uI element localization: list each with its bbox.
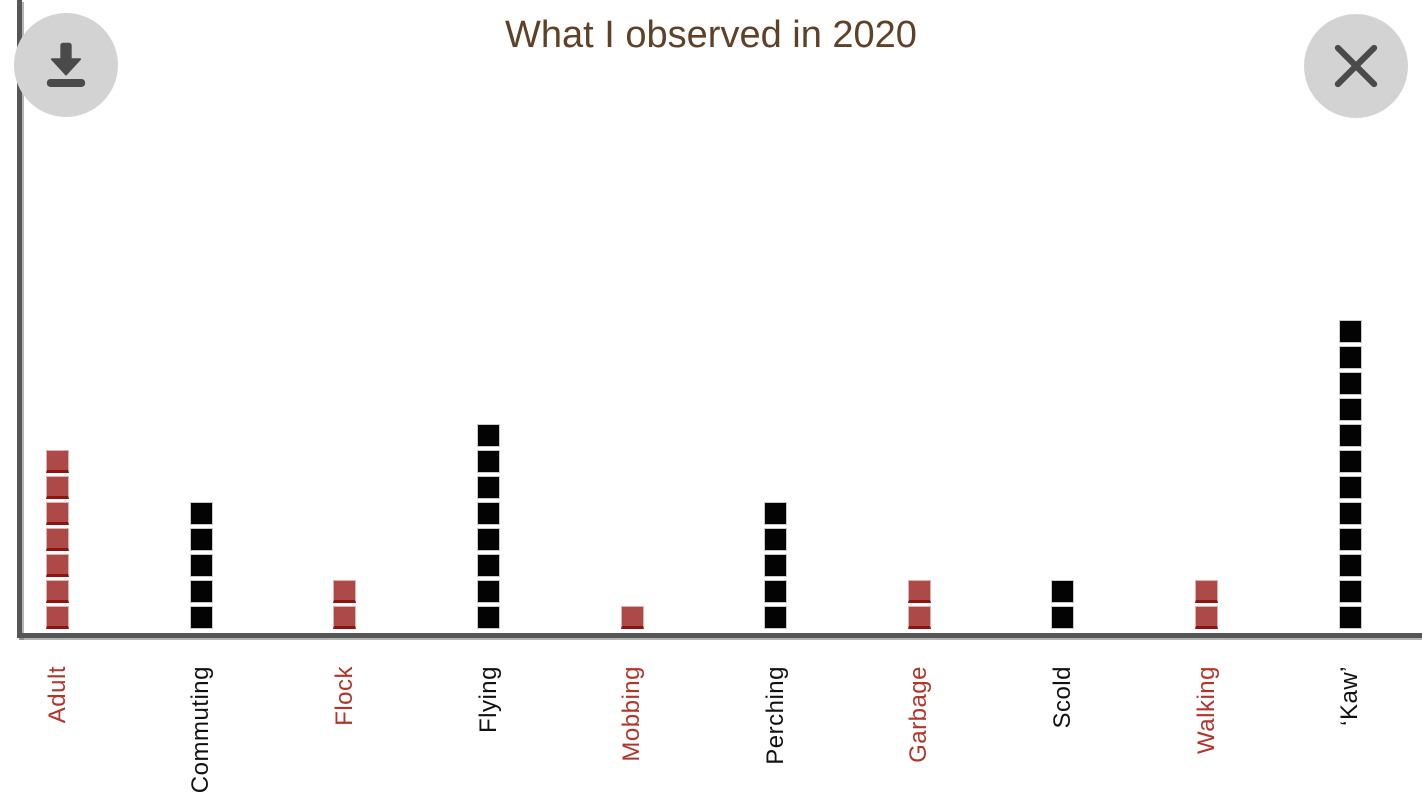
x-axis-line — [17, 633, 1422, 638]
data-block — [764, 528, 788, 551]
category-column-garbage: Garbage — [848, 0, 992, 800]
download-button[interactable] — [14, 13, 118, 117]
data-block — [46, 606, 70, 629]
block-stack-flock — [333, 0, 357, 629]
data-block — [620, 606, 644, 629]
data-block — [1338, 502, 1362, 525]
data-block — [333, 580, 357, 603]
close-button[interactable] — [1304, 14, 1408, 118]
data-block — [1051, 606, 1075, 629]
data-block — [189, 606, 213, 629]
category-column-walking: Walking — [1135, 0, 1279, 800]
category-column-flock: Flock — [273, 0, 417, 800]
data-block — [1338, 528, 1362, 551]
category-column-flying: Flying — [417, 0, 561, 800]
data-block — [764, 606, 788, 629]
block-stack-mobbing — [620, 0, 644, 629]
data-block — [189, 502, 213, 525]
x-axis-label-text: Flock — [330, 666, 358, 726]
category-column-kaw: ‘Kaw’ — [1278, 0, 1422, 800]
data-block — [1338, 424, 1362, 447]
data-block — [477, 476, 501, 499]
x-axis-label-mobbing: Mobbing — [618, 666, 646, 800]
download-icon — [35, 34, 97, 96]
category-column-adult: Adult — [0, 0, 130, 800]
x-axis-label-commuting: Commuting — [187, 666, 215, 800]
data-block — [189, 528, 213, 551]
block-stack-kaw — [1338, 0, 1362, 629]
data-block — [1338, 580, 1362, 603]
data-block — [764, 580, 788, 603]
data-block — [477, 606, 501, 629]
x-axis-label-text: ‘Kaw’ — [1336, 666, 1364, 726]
data-block — [1195, 606, 1219, 629]
x-axis-label-garbage: Garbage — [905, 666, 933, 800]
category-column-scold: Scold — [991, 0, 1135, 800]
x-axis-label-walking: Walking — [1193, 666, 1221, 800]
data-block — [46, 528, 70, 551]
x-axis-label-text: Walking — [1192, 666, 1220, 754]
x-axis-label-text: Flying — [474, 666, 502, 734]
x-axis-label-text: Mobbing — [618, 666, 646, 762]
data-block — [1338, 606, 1362, 629]
data-block — [764, 502, 788, 525]
data-block — [1338, 476, 1362, 499]
x-axis-label-text: Garbage — [905, 666, 933, 763]
data-block — [1338, 450, 1362, 473]
close-icon — [1325, 35, 1387, 97]
x-axis-label-scold: Scold — [1049, 666, 1077, 800]
category-column-commuting: Commuting — [130, 0, 274, 800]
block-stack-scold — [1051, 0, 1075, 629]
x-axis-label-flying: Flying — [475, 666, 503, 800]
x-axis-label-text: Adult — [43, 666, 71, 724]
block-stack-adult — [46, 0, 70, 629]
data-block — [477, 554, 501, 577]
data-block — [46, 450, 70, 473]
data-block — [189, 554, 213, 577]
category-column-mobbing: Mobbing — [560, 0, 704, 800]
data-block — [477, 424, 501, 447]
data-block — [764, 554, 788, 577]
data-block — [1051, 580, 1075, 603]
chart-title: What I observed in 2020 — [505, 14, 917, 56]
data-block — [907, 606, 931, 629]
data-block — [189, 580, 213, 603]
data-block — [333, 606, 357, 629]
data-block — [1338, 346, 1362, 369]
x-axis-label-perching: Perching — [762, 666, 790, 800]
x-axis-label-text: Scold — [1048, 666, 1076, 729]
block-stack-commuting — [189, 0, 213, 629]
block-stack-walking — [1195, 0, 1219, 629]
data-block — [1195, 580, 1219, 603]
data-block — [477, 502, 501, 525]
data-block — [46, 502, 70, 525]
block-stack-perching — [764, 0, 788, 629]
data-block — [46, 476, 70, 499]
x-axis-label-kaw: ‘Kaw’ — [1336, 666, 1364, 800]
data-block — [477, 450, 501, 473]
x-axis-label-text: Perching — [761, 666, 789, 765]
x-axis-label-adult: Adult — [44, 666, 72, 800]
x-axis-label-flock: Flock — [331, 666, 359, 800]
data-block — [1338, 372, 1362, 395]
data-block — [1338, 398, 1362, 421]
data-block — [46, 580, 70, 603]
category-column-perching: Perching — [704, 0, 848, 800]
data-block — [46, 554, 70, 577]
block-stack-flying — [477, 0, 501, 629]
x-axis-label-text: Commuting — [187, 666, 215, 794]
data-block — [907, 580, 931, 603]
data-block — [1338, 554, 1362, 577]
data-block — [1338, 320, 1362, 343]
data-block — [477, 580, 501, 603]
block-stack-garbage — [907, 0, 931, 629]
data-block — [477, 528, 501, 551]
y-axis-line — [17, 0, 22, 638]
